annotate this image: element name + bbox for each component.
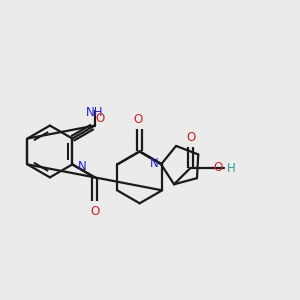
Text: N: N xyxy=(149,157,158,170)
Text: O: O xyxy=(134,113,143,126)
Text: H: H xyxy=(227,162,236,175)
Text: O: O xyxy=(213,161,222,174)
Text: O: O xyxy=(90,205,99,218)
Text: N: N xyxy=(78,160,86,173)
Text: O: O xyxy=(186,131,195,144)
Text: O: O xyxy=(95,112,104,125)
Text: NH: NH xyxy=(86,106,104,119)
